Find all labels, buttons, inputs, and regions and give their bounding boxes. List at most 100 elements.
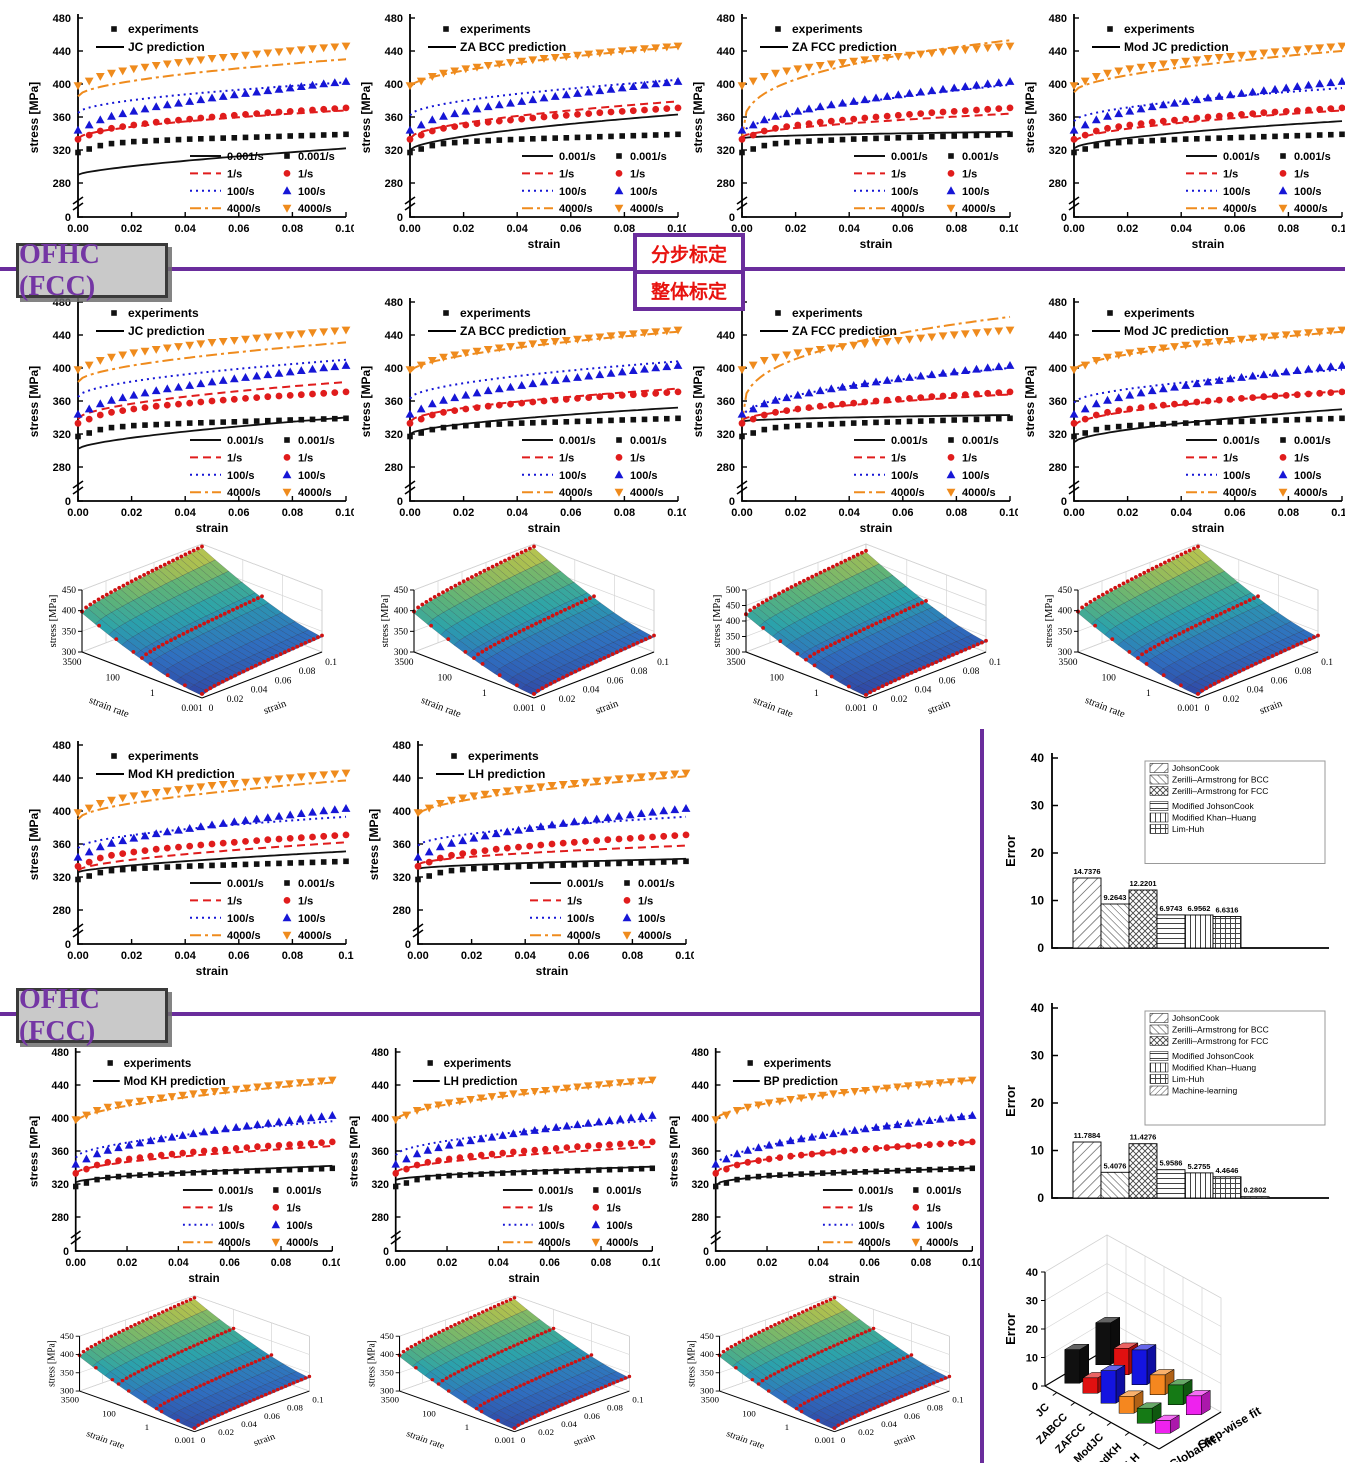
- svg-text:0.1: 0.1: [632, 1395, 643, 1405]
- svg-text:360: 360: [393, 839, 411, 851]
- svg-text:4000/s: 4000/s: [286, 1237, 318, 1249]
- svg-text:0.00: 0.00: [705, 1257, 725, 1269]
- svg-text:100/s: 100/s: [891, 470, 919, 482]
- svg-text:4000/s: 4000/s: [858, 1237, 890, 1249]
- svg-text:0.06: 0.06: [584, 1411, 601, 1421]
- svg-text:0: 0: [397, 212, 403, 224]
- svg-text:strain: strain: [860, 521, 893, 535]
- svg-text:0: 0: [209, 704, 214, 714]
- svg-text:440: 440: [717, 330, 735, 342]
- svg-text:100: 100: [1102, 674, 1117, 684]
- svg-text:100: 100: [742, 1409, 756, 1419]
- svg-text:stress [MPa]: stress [MPa]: [1044, 595, 1055, 648]
- svg-text:350: 350: [62, 627, 77, 637]
- chart-sw-jc: 480 440 400 360 320 280 00.00 0.02 0.04 0.06 0.08 0…: [24, 4, 357, 256]
- svg-text:1/s: 1/s: [298, 168, 313, 180]
- svg-text:0.06: 0.06: [1271, 676, 1288, 686]
- svg-text:experiments: experiments: [128, 306, 199, 320]
- figure-sw-zabcc: 480 440 400 360 320 280 0 0.00 0.02 0.04 0.06 0.08 0…: [356, 4, 689, 261]
- svg-text:4000/s: 4000/s: [1294, 487, 1328, 499]
- svg-text:0.001: 0.001: [1177, 704, 1199, 714]
- svg-text:320: 320: [393, 872, 411, 884]
- chart-sw-zafcc: 480 440 400 360 320 280 00.00 0.02 0.04 0.06 0.08 0…: [688, 4, 1021, 256]
- svg-text:1/s: 1/s: [1294, 452, 1309, 464]
- svg-text:0.04: 0.04: [1170, 223, 1192, 235]
- svg-text:0.001/s: 0.001/s: [227, 435, 264, 447]
- chart-sw-modkh: 480 440 400 360 320 280 00.00 0.02 0.04 0.06 0.08 0…: [24, 731, 354, 983]
- svg-text:100/s: 100/s: [606, 1220, 632, 1232]
- chart-gl-zafcc: 48044040036032028000.000.020.040.060.080…: [688, 288, 1021, 540]
- svg-text:400: 400: [371, 1113, 389, 1125]
- svg-text:440: 440: [385, 46, 403, 58]
- figure-sw-lh: 480 440 400 360 320 280 0 0.00 0.02 0.04 0.06 0.08 0…: [364, 731, 697, 988]
- stepwise-calibration-tag: 分步标定: [650, 245, 727, 266]
- row-global-line-charts: 480 440 400 360 320 280 0 0.00 0.02 0.04 0.06 0.08 0…: [24, 288, 1345, 540]
- svg-text:strain: strain: [528, 521, 561, 535]
- svg-text:experiments: experiments: [1124, 306, 1195, 320]
- svg-text:0.10: 0.10: [1331, 507, 1345, 519]
- svg-text:0.04: 0.04: [506, 223, 528, 235]
- svg-text:stress [MPa]: stress [MPa]: [367, 809, 381, 880]
- chart-gl-zabcc: 480 440 400 360 320 280 00.00 0.02 0.04 0.06 0.08 0…: [356, 288, 689, 540]
- svg-text:480: 480: [53, 297, 71, 309]
- svg-text:0.08: 0.08: [946, 223, 967, 235]
- svg-text:100/s: 100/s: [559, 470, 587, 482]
- svg-text:320: 320: [53, 145, 71, 157]
- svg-text:1: 1: [814, 689, 819, 699]
- svg-text:stress [MPa]: stress [MPa]: [27, 366, 41, 437]
- figure-gl-modkh: 480 440 400 360 320 280 0 0.00 0.02 0.04 0.06 0.08 0…: [24, 1038, 343, 1295]
- svg-text:0: 0: [873, 704, 878, 714]
- svg-text:1/s: 1/s: [567, 895, 582, 907]
- svg-text:480: 480: [393, 740, 411, 752]
- svg-text:stress [MPa]: stress [MPa]: [1023, 366, 1037, 437]
- svg-text:0.08: 0.08: [631, 667, 648, 677]
- svg-text:400: 400: [51, 1113, 69, 1125]
- svg-text:0.00: 0.00: [399, 223, 420, 235]
- calibration-tag-box: 分步标定 整体标定: [633, 233, 745, 311]
- svg-text:400: 400: [53, 806, 71, 818]
- chart-sw-lh: 480 440 400 360 320 280 00.00 0.02 0.04 0.06 0.08 0…: [364, 731, 697, 983]
- svg-text:strain: strain: [1192, 237, 1225, 251]
- svg-text:strain: strain: [536, 964, 569, 978]
- svg-text:0: 0: [1032, 1381, 1038, 1393]
- row-stepwise-line-charts-2: 480 440 400 360 320 280 0 0.00 0.02 0.04 0.06 0.08 0…: [24, 731, 704, 983]
- figure-sw-modkh: 480 440 400 360 320 280 0 0.00 0.02 0.04 0.06 0.08 0…: [24, 731, 354, 988]
- svg-text:5.9586: 5.9586: [1160, 1159, 1183, 1168]
- svg-text:0.00: 0.00: [67, 950, 88, 962]
- svg-text:1: 1: [785, 1422, 790, 1432]
- svg-text:0.001/s: 0.001/s: [227, 878, 264, 890]
- svg-text:360: 360: [371, 1146, 389, 1158]
- svg-text:280: 280: [385, 178, 403, 190]
- svg-text:0.04: 0.04: [561, 1419, 578, 1429]
- svg-text:0.001: 0.001: [175, 1436, 195, 1446]
- svg-text:0.02: 0.02: [121, 223, 142, 235]
- figure-gl-zafcc: 48044040036032028000.000.020.040.060.080…: [688, 288, 1021, 545]
- svg-text:stress [MPa]: stress [MPa]: [691, 366, 705, 437]
- svg-text:0.08: 0.08: [287, 1403, 304, 1413]
- svg-text:0.02: 0.02: [1223, 695, 1240, 705]
- svg-text:0.001/s: 0.001/s: [1294, 151, 1331, 163]
- svg-text:480: 480: [1049, 13, 1067, 25]
- svg-text:1/s: 1/s: [962, 452, 977, 464]
- svg-text:360: 360: [53, 839, 71, 851]
- svg-text:4000/s: 4000/s: [638, 930, 672, 942]
- divider-line-2: [0, 1012, 984, 1016]
- svg-text:350: 350: [380, 1368, 394, 1378]
- figure-surf-sw-2: 300 350 400 450 0.001 1 100 3500 0 0.02 0.04 0.06 0.…: [356, 540, 686, 735]
- svg-text:0.08: 0.08: [1295, 667, 1312, 677]
- svg-text:4000/s: 4000/s: [227, 487, 261, 499]
- svg-text:0.04: 0.04: [838, 507, 860, 519]
- svg-text:280: 280: [371, 1212, 389, 1224]
- svg-text:0.10: 0.10: [999, 223, 1018, 235]
- svg-text:300: 300: [1058, 648, 1073, 658]
- material-label: OFHC (FCC): [19, 238, 100, 302]
- svg-text:480: 480: [53, 13, 71, 25]
- svg-text:4000/s: 4000/s: [891, 203, 925, 215]
- svg-text:ZA FCC prediction: ZA FCC prediction: [792, 40, 897, 54]
- svg-text:1: 1: [145, 1422, 150, 1432]
- svg-text:100/s: 100/s: [559, 186, 587, 198]
- svg-text:0.02: 0.02: [1117, 223, 1138, 235]
- svg-text:0.02: 0.02: [437, 1257, 457, 1269]
- surface-surf-sw-2: 300 350 400 450 0.001 1 100 3500 0 0.02 0.04 0.06 0.…: [356, 540, 686, 730]
